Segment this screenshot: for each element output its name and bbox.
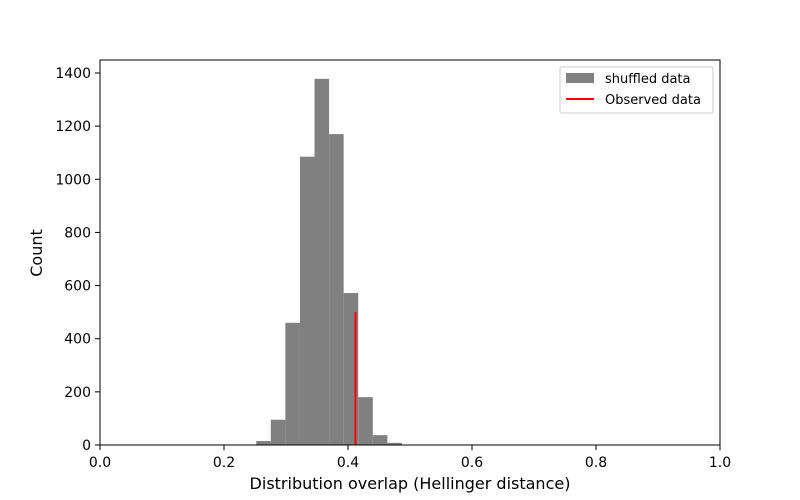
plot-area-background (100, 60, 720, 445)
y-tick-label: 200 (64, 385, 91, 401)
histogram-bar (270, 419, 286, 445)
legend-swatch-shuffled (566, 73, 594, 83)
x-tick-label: 0.4 (337, 455, 359, 471)
y-tick-label: 1400 (55, 66, 91, 82)
legend-frame (559, 66, 714, 114)
legend-label-shuffled: shuffled data (605, 72, 690, 87)
histogram-bar (285, 322, 300, 445)
plot-frame (99, 59, 721, 446)
histogram-bar (358, 397, 373, 445)
x-tick-label: 0.2 (213, 455, 235, 471)
histogram-bar (372, 435, 388, 445)
y-tick-label: 800 (64, 225, 91, 241)
x-tick-label: 0.8 (585, 455, 607, 471)
y-tick-label: 600 (64, 279, 91, 295)
x-axis-ticks: 0.0 0.2 0.4 0.6 0.8 1.0 (89, 445, 731, 471)
histogram-bar (314, 78, 330, 446)
x-axis-label: Distribution overlap (Hellinger distance… (250, 474, 571, 493)
y-tick-label: 1000 (55, 172, 91, 188)
x-tick-label: 1.0 (709, 455, 731, 471)
y-axis-label: Count (27, 229, 46, 277)
histogram-bar (299, 156, 315, 445)
x-tick-label: 0.0 (89, 455, 111, 471)
histogram-bar (329, 134, 344, 445)
histogram-bar (387, 442, 402, 445)
legend-label-observed: Observed data (605, 93, 701, 108)
y-axis-ticks: 0 200 400 600 800 1000 1200 1400 (55, 66, 100, 454)
y-tick-label: 1200 (55, 119, 91, 135)
y-tick-label: 400 (64, 332, 91, 348)
x-tick-label: 0.6 (461, 455, 483, 471)
histogram-bar (256, 441, 271, 445)
legend: shuffled data Observed data (559, 66, 714, 114)
y-tick-label: 0 (82, 438, 91, 454)
